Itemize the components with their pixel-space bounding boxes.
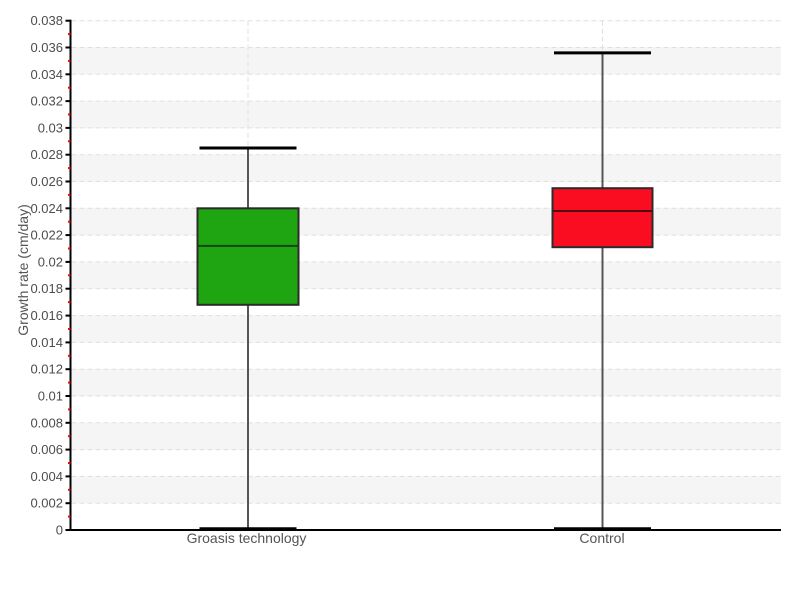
svg-text:0.034: 0.034 bbox=[30, 67, 63, 82]
svg-text:0.004: 0.004 bbox=[30, 469, 63, 484]
svg-text:0.006: 0.006 bbox=[30, 442, 63, 457]
svg-text:0.028: 0.028 bbox=[30, 147, 63, 162]
svg-text:0.008: 0.008 bbox=[30, 415, 63, 430]
svg-text:0.022: 0.022 bbox=[30, 228, 63, 243]
svg-text:Groasis technology: Groasis technology bbox=[187, 530, 307, 546]
svg-text:Growth rate (cm/day): Growth rate (cm/day) bbox=[15, 204, 31, 335]
svg-text:0.026: 0.026 bbox=[30, 174, 63, 189]
svg-text:0.01: 0.01 bbox=[38, 389, 63, 404]
svg-text:0.038: 0.038 bbox=[30, 13, 63, 28]
svg-text:0.03: 0.03 bbox=[38, 120, 63, 135]
svg-text:0.012: 0.012 bbox=[30, 362, 63, 377]
svg-text:0.032: 0.032 bbox=[30, 94, 63, 109]
svg-text:0.002: 0.002 bbox=[30, 496, 63, 511]
svg-text:0.018: 0.018 bbox=[30, 281, 63, 296]
svg-text:0.02: 0.02 bbox=[38, 254, 63, 269]
svg-text:0.036: 0.036 bbox=[30, 40, 63, 55]
svg-text:0.014: 0.014 bbox=[30, 335, 63, 350]
svg-text:0: 0 bbox=[56, 523, 63, 538]
svg-text:Control: Control bbox=[579, 530, 624, 546]
svg-text:0.016: 0.016 bbox=[30, 308, 63, 323]
svg-text:0.024: 0.024 bbox=[30, 201, 63, 216]
